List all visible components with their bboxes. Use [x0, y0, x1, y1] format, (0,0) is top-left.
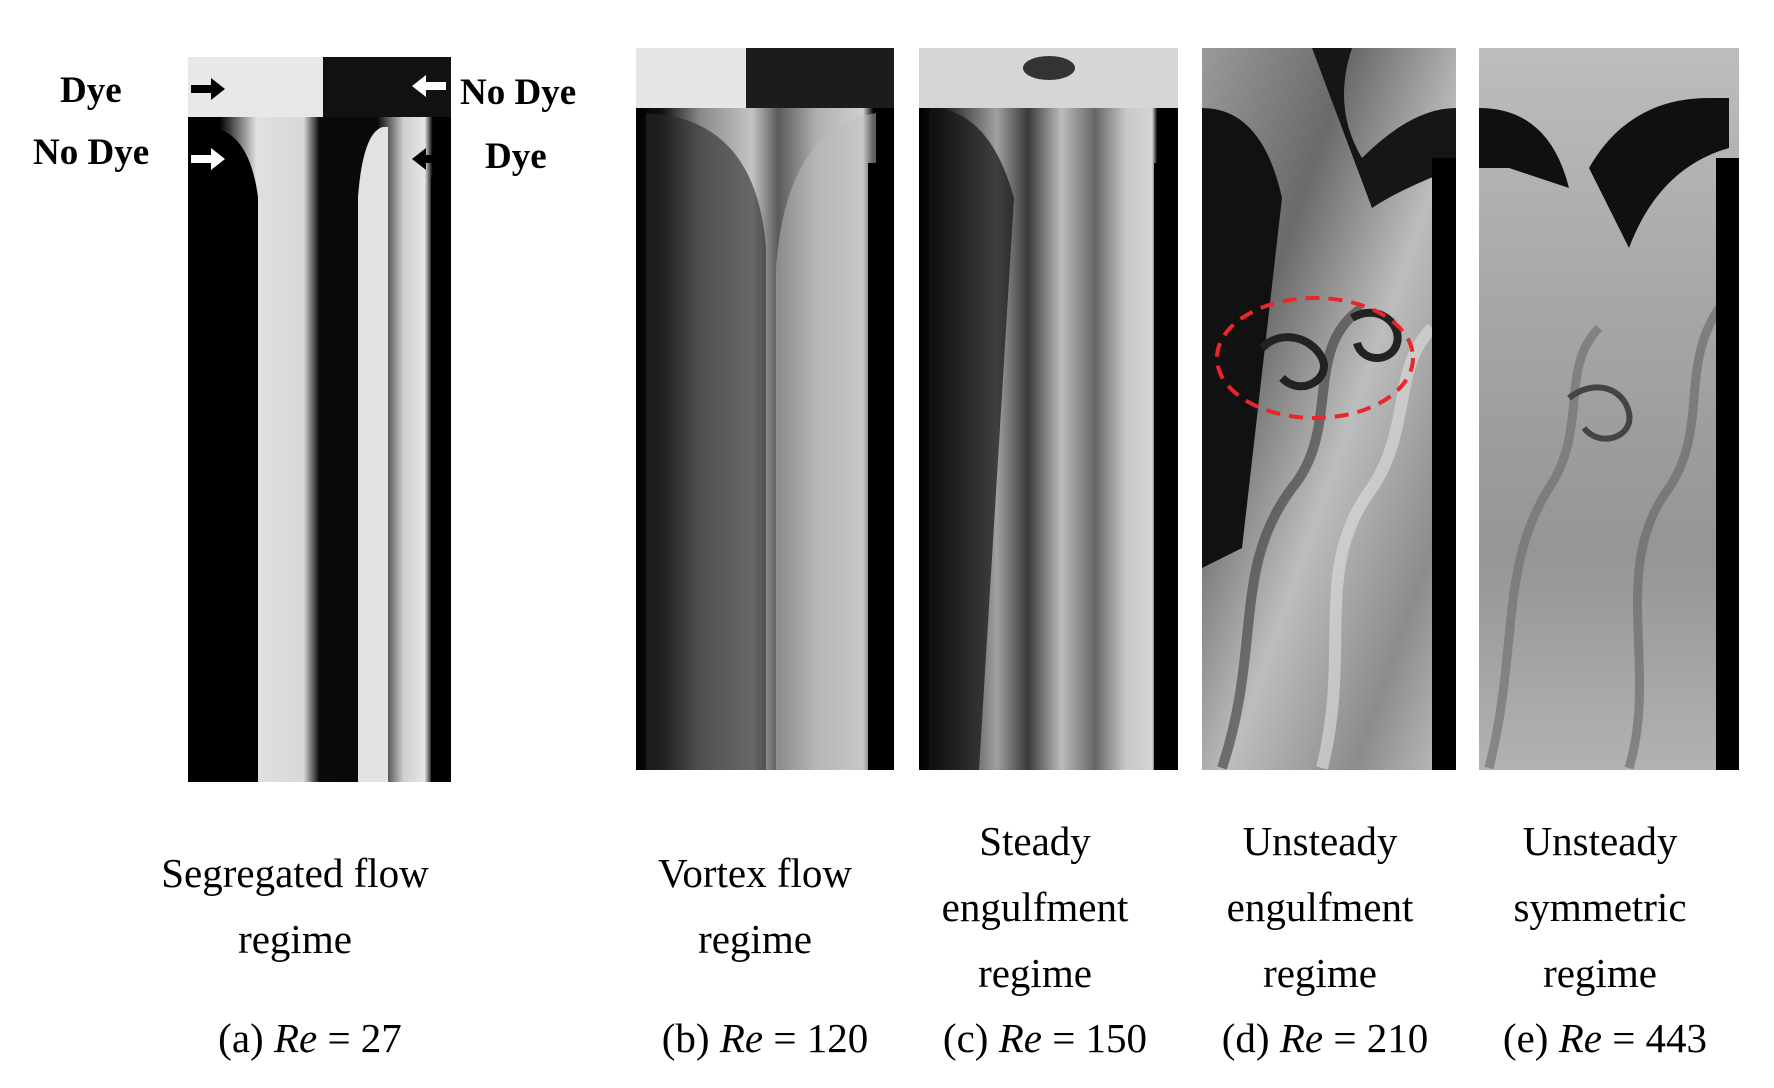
panel-e-image [1479, 48, 1739, 770]
reynolds-label-e: (e) Re = 443 [1470, 1018, 1740, 1059]
regime-line: Unsteady [1242, 818, 1398, 864]
regime-line: Segregated flow [161, 850, 429, 896]
caption-panel-d: Unsteady engulfment regime [1185, 808, 1455, 1006]
panel-letter: (c) [942, 1015, 989, 1061]
panel-b-image [636, 48, 894, 770]
arrow-right-icon [191, 148, 225, 170]
caption-panel-b: Vortex flow regime [610, 840, 900, 972]
dye-label-top-left: Dye [60, 70, 122, 111]
panel-letter: (e) [1502, 1015, 1549, 1061]
dye-label-bottom-right: Dye [485, 136, 547, 177]
regime-line: regime [1543, 950, 1657, 996]
re-symbol: Re [273, 1015, 318, 1061]
regime-line: symmetric [1513, 884, 1687, 930]
reynolds-label-a: (a) Re = 27 [180, 1018, 440, 1059]
regime-line: engulfment [941, 884, 1129, 930]
caption-panel-e: Unsteady symmetric regime [1470, 808, 1730, 1006]
regime-line: regime [1263, 950, 1377, 996]
arrow-left-icon [412, 75, 446, 97]
re-value: = 210 [1333, 1015, 1429, 1061]
panel-letter: (b) [661, 1015, 710, 1061]
regime-line: regime [238, 916, 352, 962]
regime-line: Vortex flow [658, 850, 852, 896]
re-symbol: Re [1558, 1015, 1602, 1061]
reynolds-label-c: (c) Re = 150 [910, 1018, 1180, 1059]
reynolds-label-d: (d) Re = 210 [1190, 1018, 1460, 1059]
regime-line: regime [698, 916, 812, 962]
no-dye-label-top-right: No Dye [460, 72, 577, 113]
re-value: = 443 [1612, 1015, 1708, 1061]
panel-letter: (a) [218, 1015, 264, 1061]
panel-letter: (d) [1221, 1015, 1270, 1061]
panel-a-image [188, 57, 451, 782]
re-value: = 150 [1052, 1015, 1148, 1061]
caption-panel-c: Steady engulfment regime [905, 808, 1165, 1006]
re-symbol: Re [719, 1015, 764, 1061]
panel-d-image [1202, 48, 1456, 770]
regime-line: Steady [979, 818, 1091, 864]
re-symbol: Re [1279, 1015, 1324, 1061]
panel-c-image [919, 48, 1178, 770]
regime-line: engulfment [1226, 884, 1414, 930]
arrow-left-icon [412, 148, 446, 170]
re-value: = 27 [327, 1015, 402, 1061]
no-dye-label-bottom-left: No Dye [33, 132, 150, 173]
regime-line: Unsteady [1522, 818, 1678, 864]
re-symbol: Re [998, 1015, 1042, 1061]
re-value: = 120 [773, 1015, 869, 1061]
reynolds-label-b: (b) Re = 120 [630, 1018, 900, 1059]
regime-line: regime [978, 950, 1092, 996]
caption-panel-a: Segregated flow regime [120, 840, 470, 972]
arrow-right-icon [191, 78, 225, 100]
